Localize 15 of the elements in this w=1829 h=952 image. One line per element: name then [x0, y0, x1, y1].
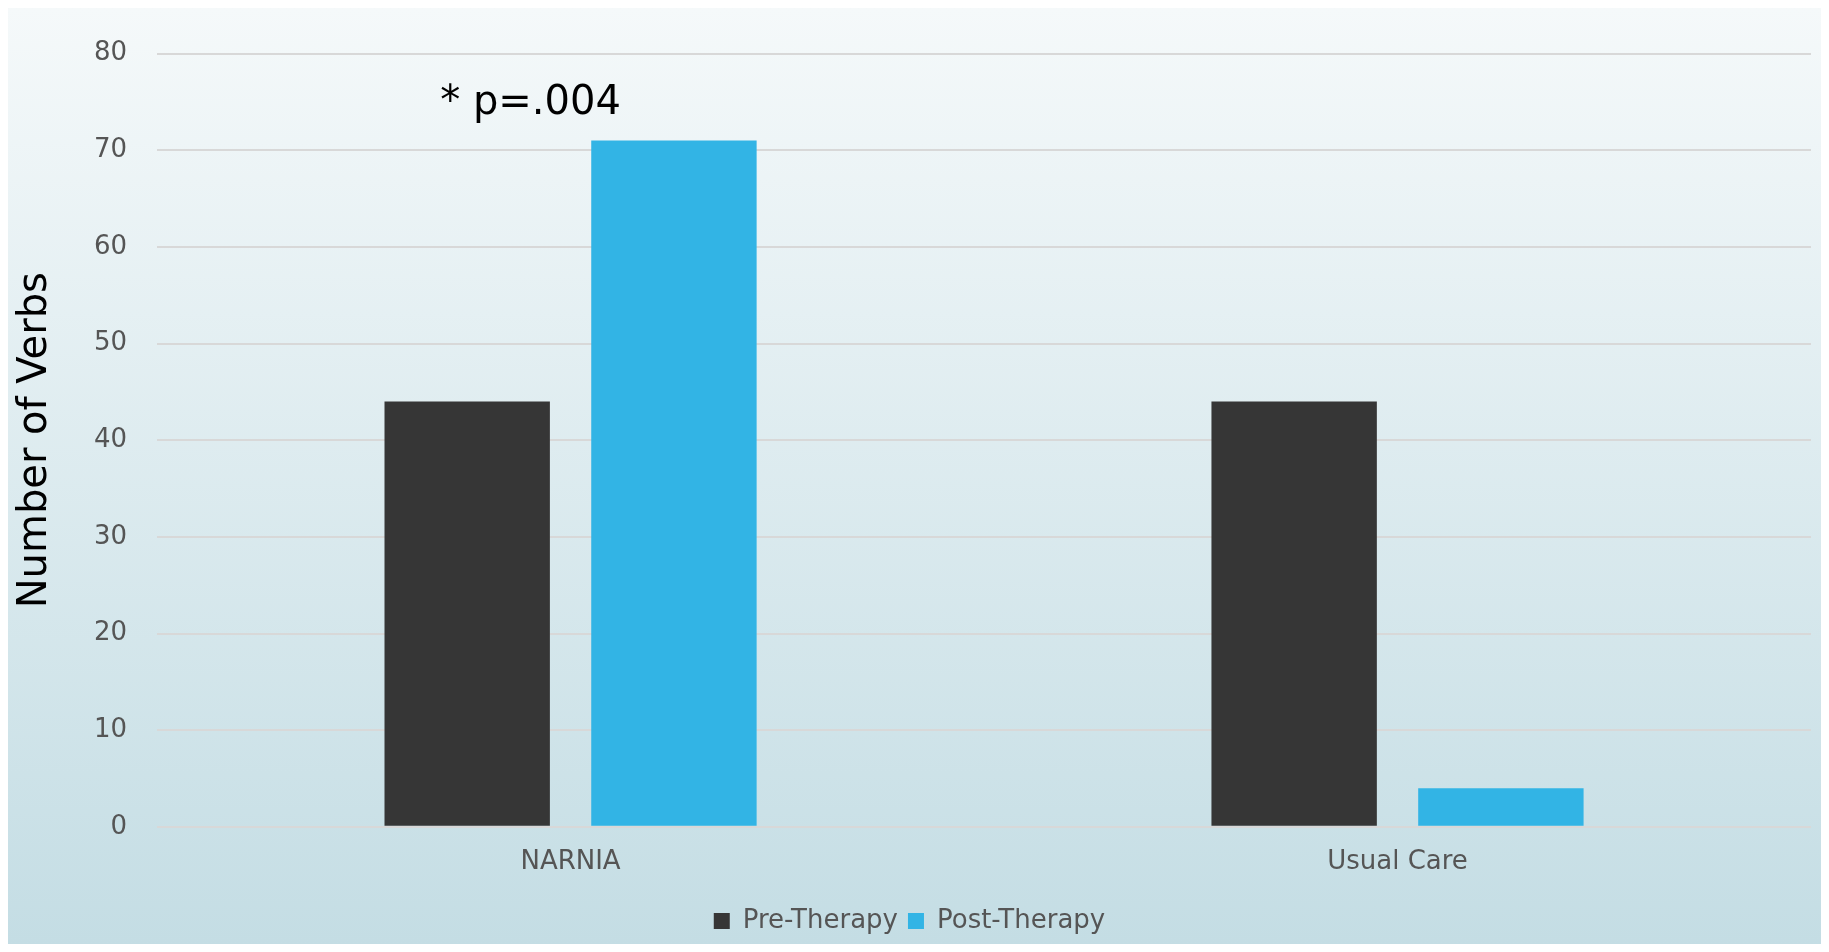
y-tick-label: 10: [93, 712, 128, 743]
y-tick-label: 60: [93, 229, 128, 260]
annotation: * p=.004: [440, 76, 621, 123]
y-tick-label: 30: [93, 519, 128, 550]
y-tick-label: 20: [93, 616, 128, 647]
y-tick-label: 70: [93, 133, 128, 163]
legend-label: Post-Therapy: [936, 903, 1106, 934]
x-tick-label: NARNIA: [520, 845, 621, 876]
x-tick-label: Usual Care: [1327, 845, 1468, 876]
y-tick-label: 80: [93, 36, 128, 67]
y-tick-label: 40: [93, 422, 128, 453]
y-tick-label: 50: [93, 326, 128, 357]
y-tick-label: 0: [110, 809, 128, 840]
y-axis-title: Number of Verbs: [9, 272, 56, 609]
legend-label: Pre-Therapy: [742, 903, 898, 934]
